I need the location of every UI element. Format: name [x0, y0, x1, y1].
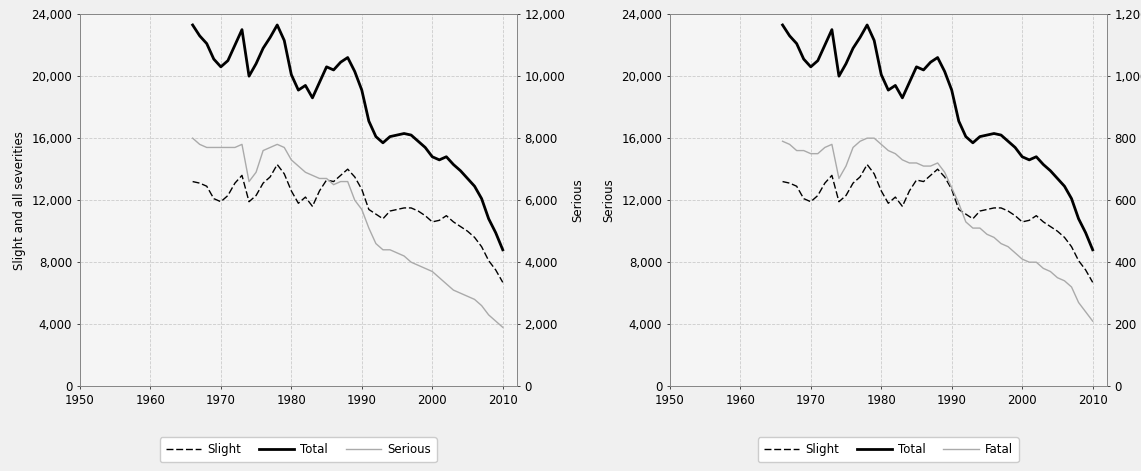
Legend: Slight, Total, Serious: Slight, Total, Serious — [160, 438, 437, 462]
Y-axis label: Slight and all severities: Slight and all severities — [13, 131, 26, 269]
Legend: Slight, Total, Fatal: Slight, Total, Fatal — [758, 438, 1019, 462]
Y-axis label: Serious: Serious — [570, 179, 584, 222]
Y-axis label: Serious: Serious — [602, 179, 616, 222]
